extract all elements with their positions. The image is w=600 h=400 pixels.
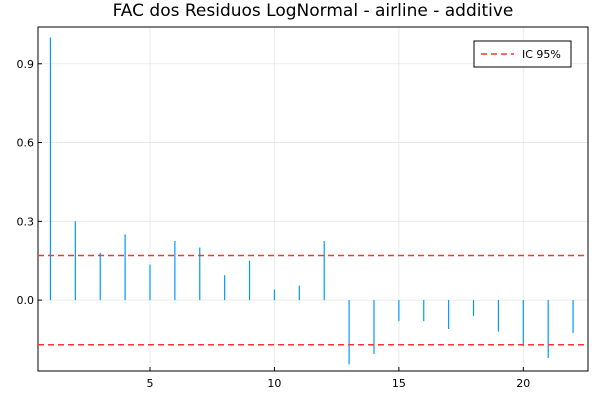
x-tick-label: 20 xyxy=(516,377,530,390)
legend-label-ci: IC 95% xyxy=(522,48,561,61)
y-axis: 0.0 0.3 0.6 0.9 xyxy=(17,58,42,307)
chart-title: FAC dos Residuos LogNormal - airline - a… xyxy=(113,1,514,21)
y-tick-label: 0.6 xyxy=(17,137,35,150)
legend-box xyxy=(473,40,572,68)
x-tick-label: 10 xyxy=(267,377,281,390)
y-tick-label: 0.0 xyxy=(17,294,35,307)
x-tick-label: 15 xyxy=(392,377,406,390)
plot-frame xyxy=(37,26,589,372)
confidence-bands xyxy=(38,254,588,346)
acf-bars xyxy=(49,37,574,365)
x-tick-label: 5 xyxy=(146,377,153,390)
legend: IC 95% xyxy=(473,40,572,68)
y-tick-label: 0.3 xyxy=(17,215,35,228)
grid xyxy=(38,27,588,371)
x-axis: 5 10 15 20 xyxy=(146,367,530,390)
y-tick-label: 0.9 xyxy=(17,58,35,71)
